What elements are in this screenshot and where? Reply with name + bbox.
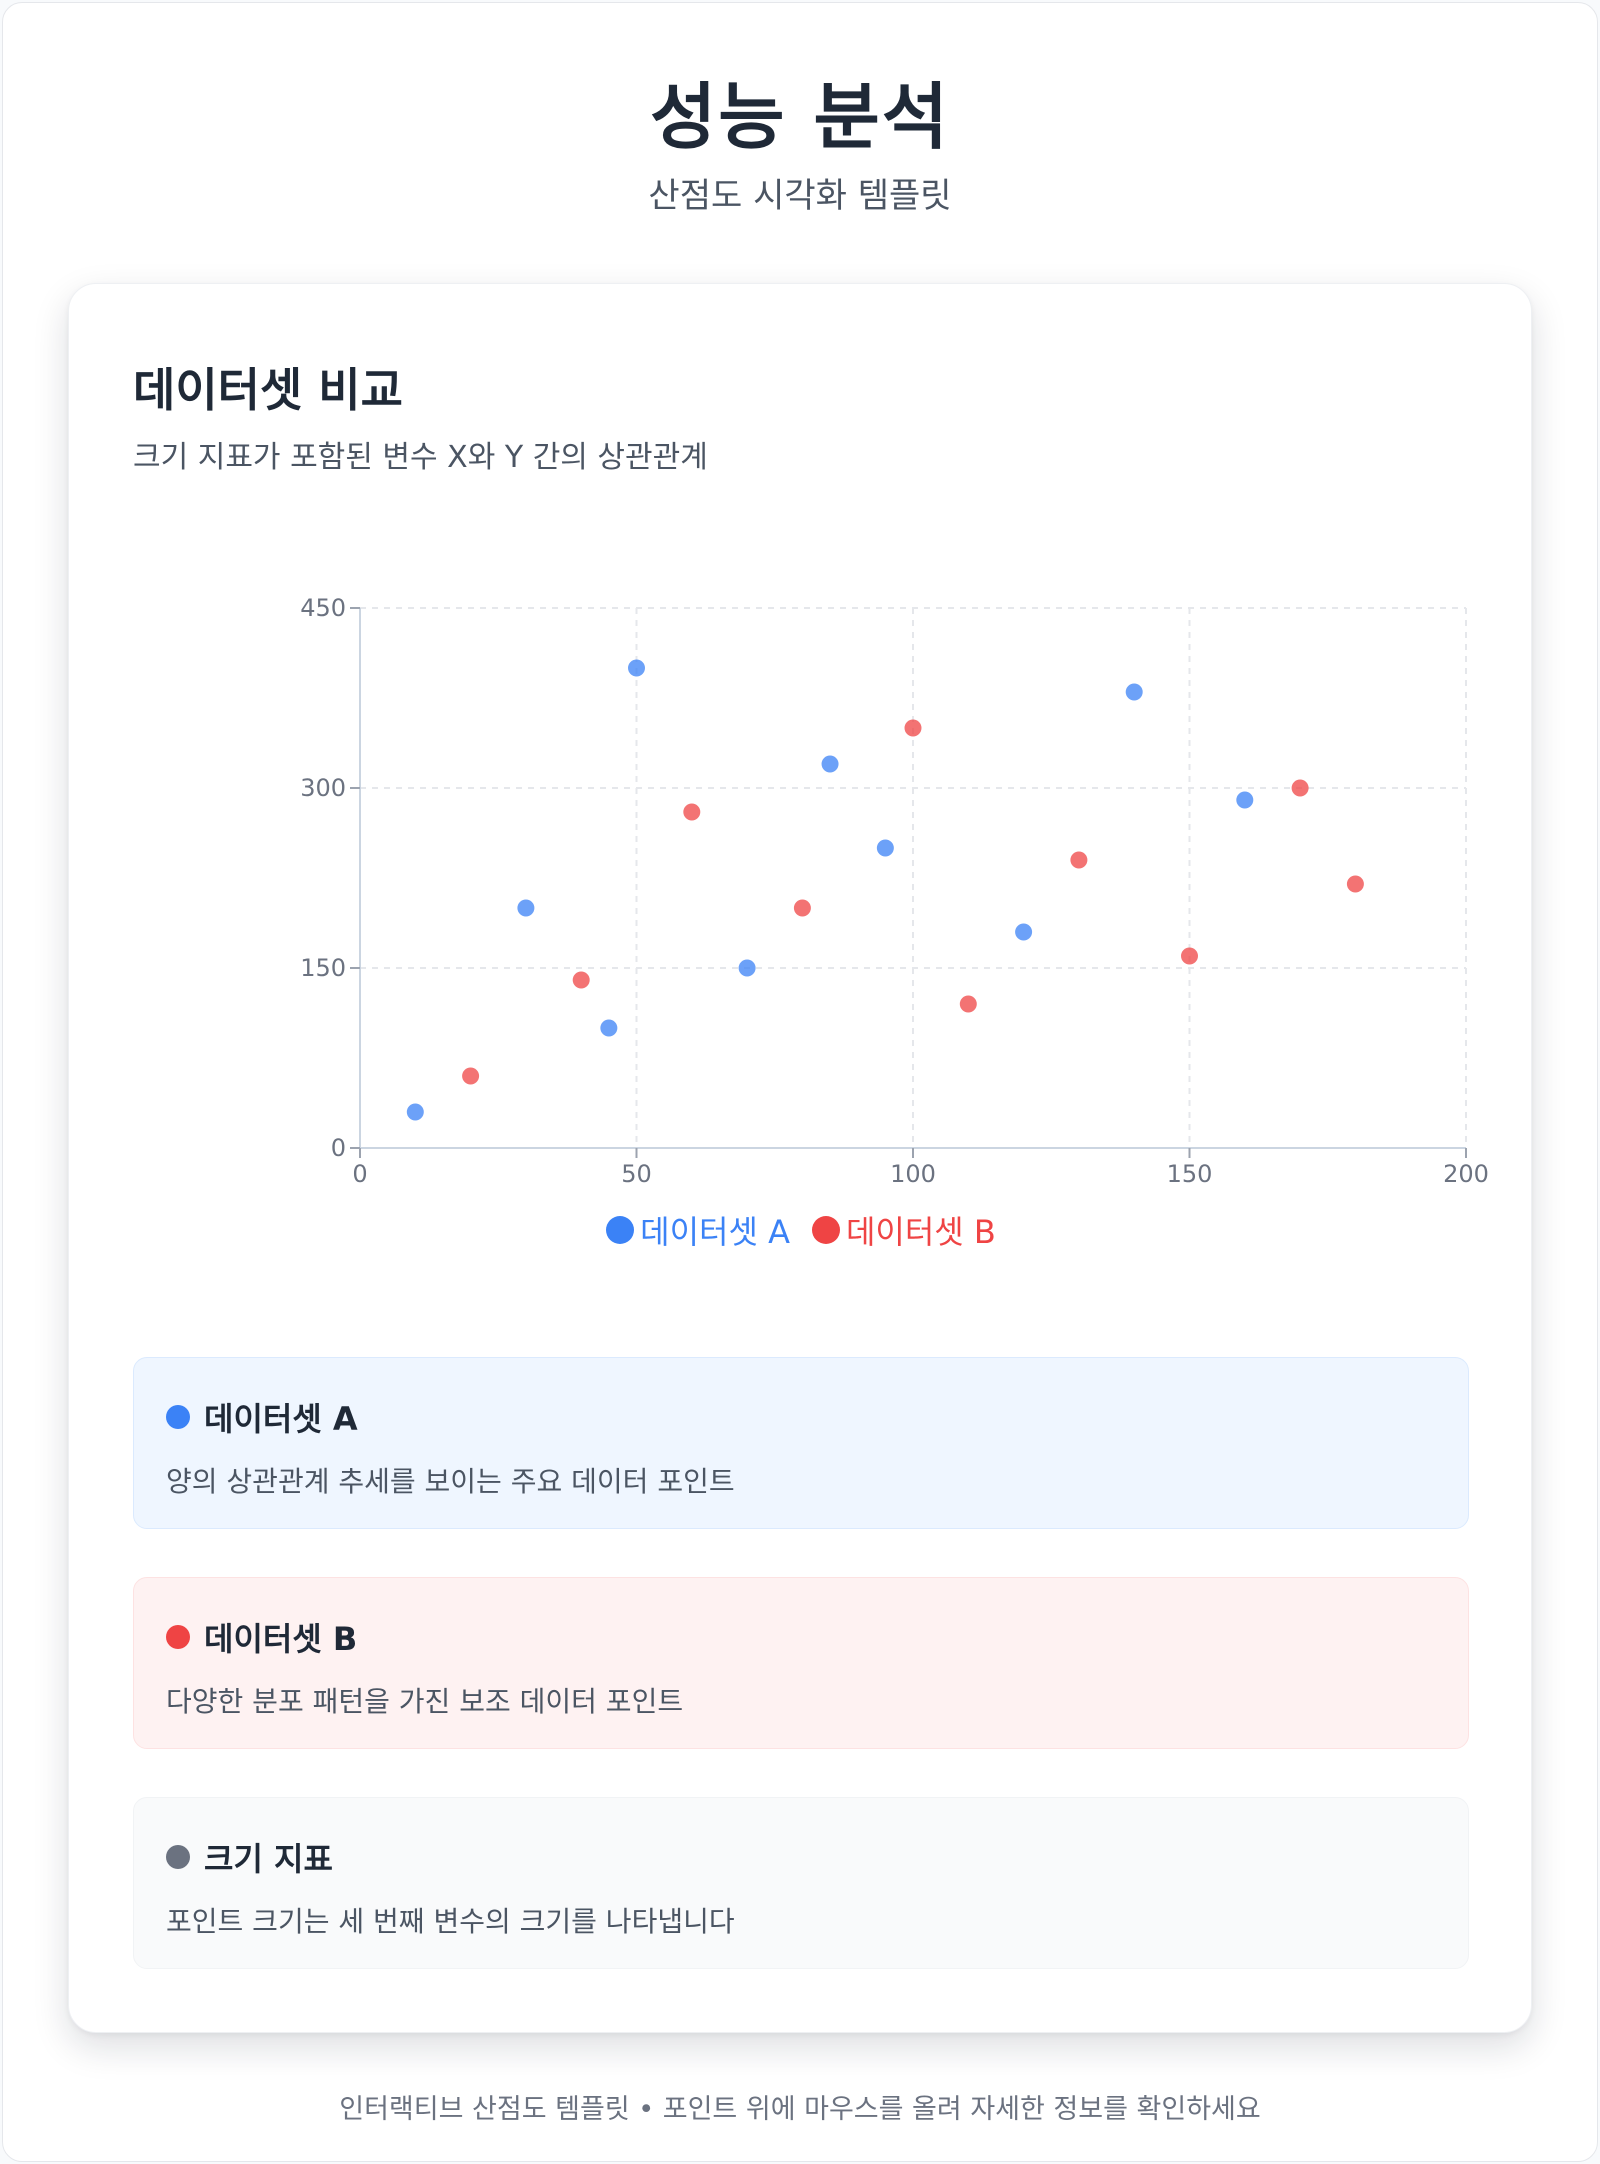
info-box-dataset-b: 데이터셋 B 다양한 분포 패턴을 가진 보조 데이터 포인트 <box>133 1577 1469 1749</box>
point-a-6[interactable] <box>876 839 894 857</box>
info-dot-dataset-b <box>166 1625 190 1649</box>
info-text-dataset-b: 다양한 분포 패턴을 가진 보조 데이터 포인트 <box>166 1685 684 1718</box>
point-b-5[interactable] <box>959 995 977 1013</box>
page-title: 성능 분석 <box>649 75 951 159</box>
info-title-size-metric: 크기 지표 <box>166 1834 333 1880</box>
point-a-8[interactable] <box>1125 683 1143 701</box>
point-a-4[interactable] <box>738 959 756 977</box>
chart-legend: 데이터셋 A 데이터셋 B <box>69 1207 1533 1253</box>
x-tick-label-2: 100 <box>890 1160 936 1188</box>
info-title-dataset-b: 데이터셋 B <box>166 1614 357 1660</box>
scatter-chart: 0 50 100 150 200 0 150 300 450 <box>300 594 1489 1188</box>
y-tick-label-2: 300 <box>300 774 346 802</box>
point-b-8[interactable] <box>1291 779 1309 797</box>
y-tick-label-0: 0 <box>331 1134 346 1162</box>
info-box-size-metric: 크기 지표 포인트 크기는 세 번째 변수의 크기를 나타냅니다 <box>133 1797 1469 1969</box>
point-b-1[interactable] <box>572 971 590 989</box>
info-text-dataset-a: 양의 상관관계 추세를 보이는 주요 데이터 포인트 <box>166 1465 735 1498</box>
x-tick-label-3: 150 <box>1167 1160 1213 1188</box>
legend-dot-a <box>606 1216 635 1244</box>
series-a <box>406 659 1254 1121</box>
x-tick-label-4: 200 <box>1443 1160 1489 1188</box>
info-box-dataset-a: 데이터셋 A 양의 상관관계 추세를 보이는 주요 데이터 포인트 <box>133 1357 1469 1529</box>
legend-label-a: 데이터셋 A <box>640 1213 790 1251</box>
x-tick-label-1: 50 <box>621 1160 652 1188</box>
point-b-2[interactable] <box>683 803 701 821</box>
legend-entry-b[interactable]: 데이터셋 B <box>811 1207 996 1253</box>
point-a-0[interactable] <box>406 1103 424 1121</box>
legend-dot-b <box>811 1216 840 1244</box>
point-b-6[interactable] <box>1070 851 1088 869</box>
y-tick-label-1: 150 <box>300 954 346 982</box>
info-title-text-dataset-b: 데이터셋 B <box>204 1620 358 1658</box>
point-a-9[interactable] <box>1236 791 1254 809</box>
point-b-3[interactable] <box>793 899 811 917</box>
point-b-4[interactable] <box>904 719 922 737</box>
legend-label-b: 데이터셋 B <box>845 1213 996 1251</box>
footer-note: 인터랙티브 산점도 템플릿 • 포인트 위에 마우스를 올려 자세한 정보를 확… <box>339 2094 1261 2125</box>
point-b-7[interactable] <box>1181 947 1198 965</box>
y-tick-label-3: 450 <box>300 594 346 622</box>
info-title-text-dataset-a: 데이터셋 A <box>204 1400 358 1438</box>
page-subtitle: 산점도 시각화 템플릿 <box>648 176 952 216</box>
info-dot-dataset-a <box>166 1405 190 1429</box>
point-b-9[interactable] <box>1346 875 1364 893</box>
point-a-3[interactable] <box>628 659 645 677</box>
series-b <box>462 719 1364 1085</box>
info-title-dataset-a: 데이터셋 A <box>166 1394 358 1440</box>
point-a-2[interactable] <box>600 1019 618 1037</box>
info-dot-size-metric <box>166 1845 190 1869</box>
point-a-1[interactable] <box>517 899 535 917</box>
point-b-0[interactable] <box>462 1067 480 1085</box>
chart-card: 데이터셋 비교 크기 지표가 포함된 변수 X와 Y 간의 상관관계 0 50 10… <box>68 283 1532 2033</box>
card-title: 데이터셋 비교 <box>133 363 403 417</box>
legend-entry-a[interactable]: 데이터셋 A <box>606 1207 790 1253</box>
card-description: 크기 지표가 포함된 변수 X와 Y 간의 상관관계 <box>133 440 708 475</box>
x-tick-label-0: 0 <box>352 1160 367 1188</box>
point-a-7[interactable] <box>1015 923 1033 941</box>
info-title-text-size-metric: 크기 지표 <box>204 1840 333 1878</box>
info-text-size-metric: 포인트 크기는 세 번째 변수의 크기를 나타냅니다 <box>166 1905 735 1938</box>
point-a-5[interactable] <box>821 755 839 773</box>
